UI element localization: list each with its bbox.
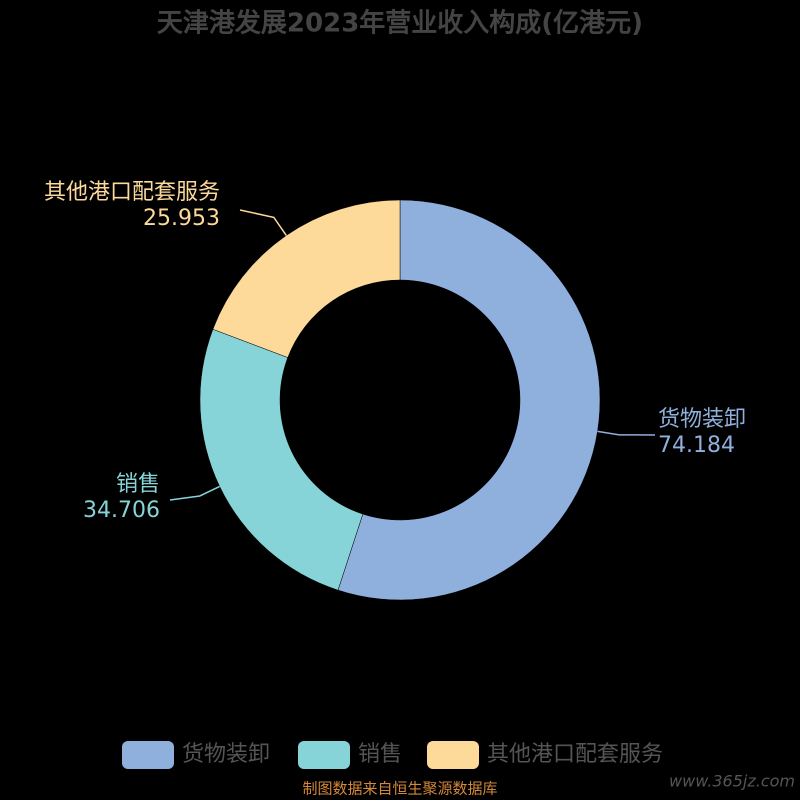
legend-swatch bbox=[298, 741, 350, 769]
watermark: www.365jz.com bbox=[669, 772, 795, 791]
donut-slice bbox=[337, 199, 601, 601]
label-value: 74.184 bbox=[658, 433, 735, 458]
legend-swatch bbox=[427, 741, 479, 769]
label-value: 25.953 bbox=[143, 206, 220, 231]
label-name: 销售 bbox=[115, 472, 160, 497]
source: 制图数据来自恒生聚源数据库 bbox=[302, 780, 497, 798]
label-name: 其他港口配套服务 bbox=[43, 180, 220, 205]
donut-slice bbox=[212, 199, 401, 358]
leader-line bbox=[169, 485, 220, 501]
leader-line bbox=[597, 430, 656, 436]
leader-line bbox=[239, 209, 287, 236]
legend-swatch bbox=[122, 741, 174, 769]
data-label: 销售 34.706 bbox=[60, 472, 160, 524]
data-label: 其他港口配套服务 25.953 bbox=[40, 180, 220, 232]
chart-title: 天津港发展2023年营业收入构成(亿港元) bbox=[157, 8, 643, 39]
legend-label: 销售 bbox=[358, 742, 402, 767]
legend-label: 货物装卸 bbox=[182, 742, 270, 767]
donut-slice bbox=[199, 328, 364, 591]
legend-label: 其他港口配套服务 bbox=[487, 742, 663, 767]
label-value: 34.706 bbox=[83, 498, 160, 523]
label-name: 货物装卸 bbox=[658, 407, 747, 432]
data-label: 货物装卸 74.184 bbox=[658, 407, 746, 459]
